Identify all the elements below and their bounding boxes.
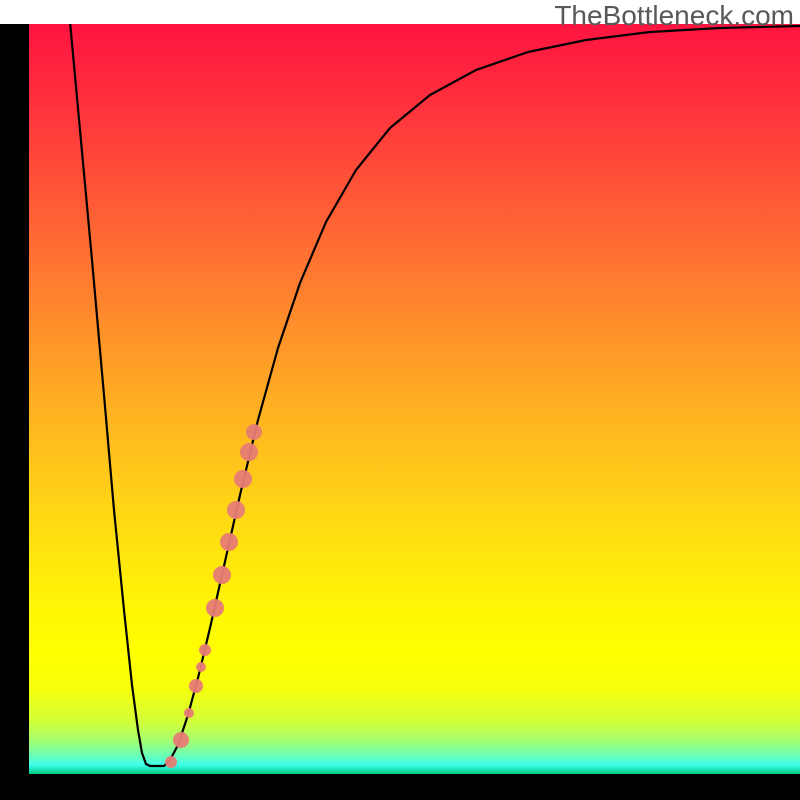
data-marker [199,644,211,656]
data-marker [173,732,189,748]
data-marker [234,470,252,488]
data-marker [189,679,203,693]
data-marker [165,756,177,768]
data-marker [184,708,194,718]
bottleneck-curve [68,0,800,766]
data-marker [213,566,231,584]
watermark-text: TheBottleneck.com [554,0,794,32]
chart-container: TheBottleneck.com [0,0,800,800]
curve-overlay [0,0,800,800]
data-marker [206,599,224,617]
data-marker [227,501,245,519]
data-marker [246,424,262,440]
data-marker [220,533,238,551]
data-marker [240,443,258,461]
marker-group [165,424,262,768]
data-marker [196,662,206,672]
